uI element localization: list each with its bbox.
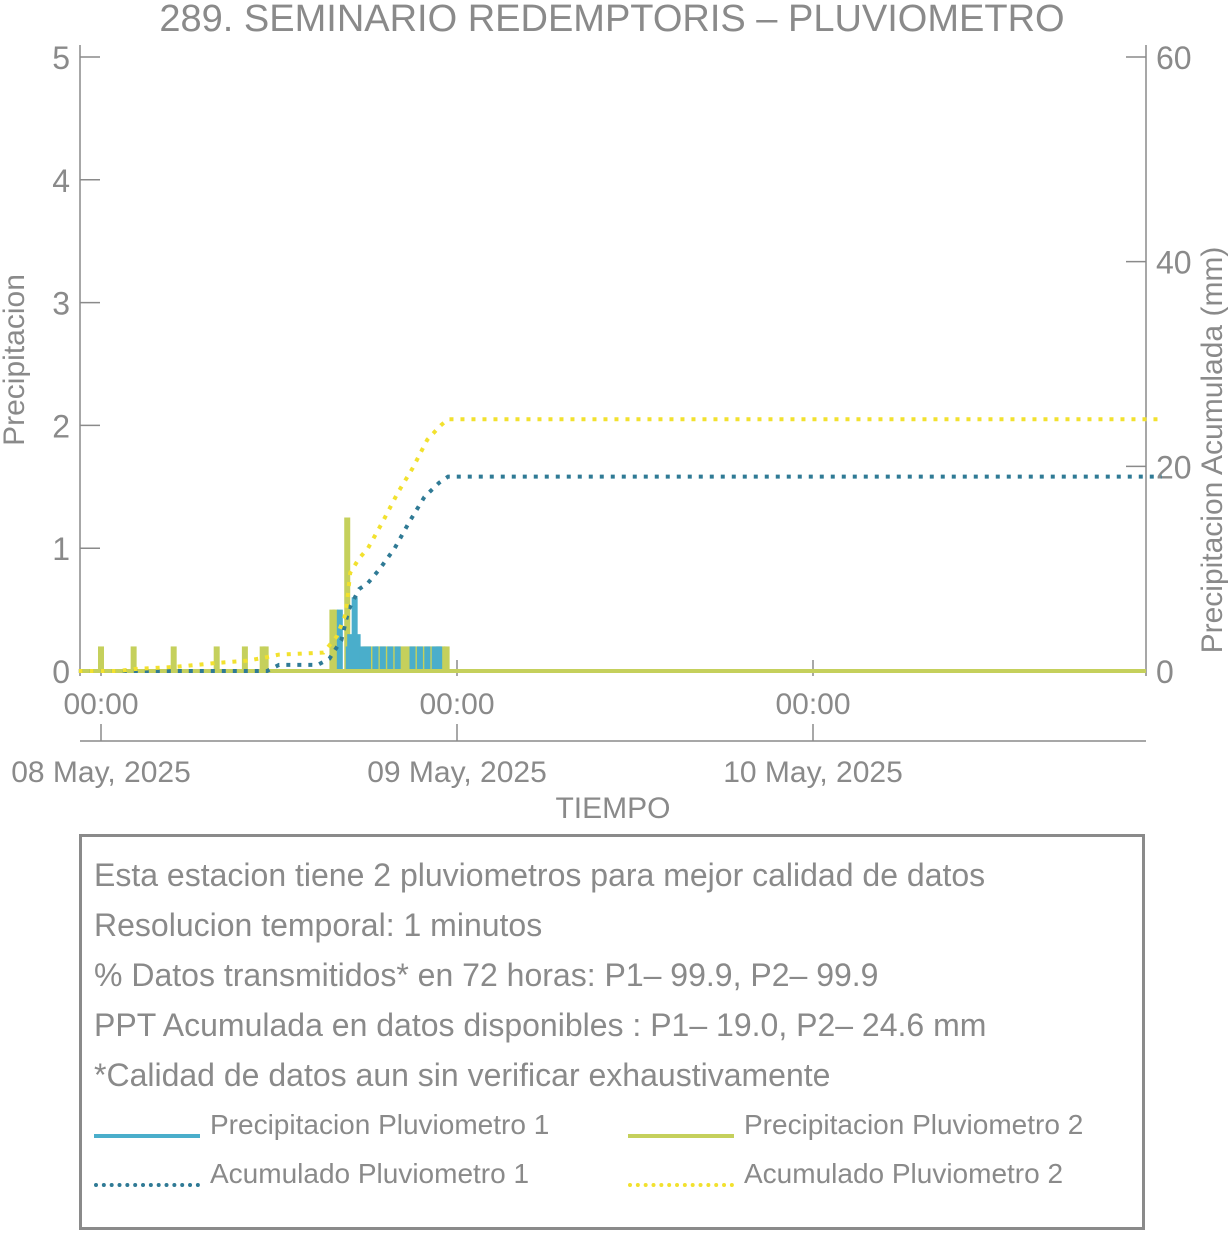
info-box: Esta estacion tiene 2 pluviometros para … — [79, 834, 1145, 1230]
y2-tick-label: 40 — [1156, 245, 1192, 281]
precip-p1-bar — [409, 646, 416, 671]
precip-p2-bar — [241, 646, 248, 671]
x-tick-label: 00:00 — [419, 688, 494, 721]
precip-p1-bar — [347, 646, 351, 671]
legend-swatch-p2 — [628, 1134, 734, 1138]
series-acumulado-p1 — [78, 474, 1162, 673]
info-line: Resolucion temporal: 1 minutos — [94, 907, 543, 943]
rainfall-chart: 289. SEMINARIO REDEMPTORIS – PLUVIOMETRO… — [0, 0, 1229, 825]
left-y-ticks: 0 1 2 3 4 5 — [52, 40, 100, 690]
x-tick-label: 00:00 — [775, 688, 850, 721]
precip-p2-bar — [98, 646, 104, 671]
precip-p2-bar — [130, 646, 137, 671]
series-acumulado-p2 — [78, 417, 1162, 673]
precip-p2-bar — [332, 609, 339, 671]
x-ticks: 00:00 08 May, 2025 00:00 09 May, 2025 00:00 1… — [11, 660, 903, 789]
y-tick-label: 0 — [52, 654, 70, 690]
y2-tick-label: 60 — [1156, 40, 1192, 76]
info-line: PPT Acumulada en datos disponibles : P1–… — [94, 1007, 987, 1043]
legend-label-p1: Precipitacion Pluviometro 1 — [210, 1109, 550, 1140]
x-tick-label: 00:00 — [63, 688, 138, 721]
x-date-label: 09 May, 2025 — [367, 756, 547, 789]
legend-swatch-p1 — [94, 1134, 200, 1138]
precip-p1-bar — [365, 646, 371, 671]
y-tick-label: 3 — [52, 286, 70, 322]
legend-label-acc1: Acumulado Pluviometro 1 — [210, 1158, 530, 1189]
precip-p1-bar — [394, 646, 401, 671]
precip-p1-bar — [437, 646, 441, 671]
precip-p2-bar — [213, 646, 220, 671]
precip-p1-bar — [387, 646, 394, 671]
y-tick-label: 4 — [52, 163, 70, 199]
info-line: % Datos transmitidos* en 72 horas: P1– 9… — [94, 957, 879, 993]
legend-swatch-acc1 — [94, 1183, 200, 1187]
precip-p2-bar — [443, 646, 450, 671]
precip-p1-bar — [359, 646, 366, 671]
y2-tick-label: 0 — [1156, 654, 1174, 690]
y-tick-label: 5 — [52, 40, 70, 76]
info-line: Esta estacion tiene 2 pluviometros para … — [94, 857, 986, 893]
legend-label-p2: Precipitacion Pluviometro 2 — [744, 1109, 1084, 1140]
chart-title: 289. SEMINARIO REDEMPTORIS – PLUVIOMETRO — [159, 0, 1064, 40]
y2-axis-label: Precipitacion Acumulada (mm) — [1196, 247, 1229, 654]
x-date-label: 08 May, 2025 — [11, 756, 191, 789]
y2-tick-label: 20 — [1156, 449, 1192, 485]
precip-p1-bar — [416, 646, 423, 671]
precip-p1-bar — [375, 646, 379, 671]
x-date-label: 10 May, 2025 — [723, 756, 903, 789]
legend-label-acc2: Acumulado Pluviometro 2 — [744, 1158, 1064, 1189]
y-tick-label: 2 — [52, 408, 70, 444]
legend-swatch-acc2 — [628, 1183, 734, 1187]
y-tick-label: 1 — [52, 531, 70, 567]
series-precip-p1 — [336, 597, 443, 671]
precip-p2-bar — [170, 646, 177, 671]
precip-p1-bar — [379, 646, 386, 671]
right-y-ticks: 0 20 40 60 — [1126, 40, 1192, 690]
y-axis-label: Precipitacion — [0, 274, 31, 446]
precip-p1-bar — [354, 634, 361, 671]
x-axis-label: TIEMPO — [555, 792, 670, 825]
precip-p1-bar — [431, 646, 438, 671]
info-line: *Calidad de datos aun sin verificar exha… — [94, 1057, 831, 1093]
precip-p1-bar — [336, 609, 343, 671]
precip-p1-bar — [424, 646, 431, 671]
